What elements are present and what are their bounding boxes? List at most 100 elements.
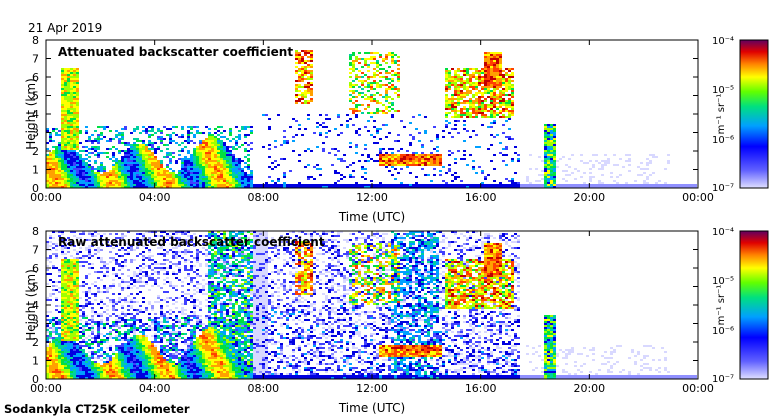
heatmap-cell — [73, 78, 76, 80]
heatmap-cell — [454, 184, 457, 186]
heatmap-cell — [253, 186, 256, 188]
heatmap-cell — [46, 148, 49, 150]
heatmap-cell — [484, 66, 487, 68]
heatmap-cell — [424, 116, 427, 118]
heatmap-cell — [511, 84, 514, 86]
heatmap-cell — [181, 172, 184, 174]
heatmap-cell — [226, 170, 229, 172]
heatmap-cell — [229, 146, 232, 148]
heatmap-cell — [214, 168, 217, 170]
heatmap-cell — [55, 255, 58, 257]
heatmap-cell — [76, 373, 79, 375]
heatmap-cell — [505, 82, 508, 84]
heatmap-cell — [118, 325, 121, 327]
heatmap-cell — [319, 132, 322, 134]
heatmap-cell — [487, 66, 490, 68]
heatmap-cell — [415, 156, 418, 158]
heatmap-cell — [127, 231, 130, 233]
heatmap-cell — [505, 80, 508, 82]
heatmap-cell — [61, 98, 64, 100]
heatmap-cell — [295, 90, 298, 92]
heatmap-cell — [118, 317, 121, 319]
heatmap-cell — [205, 162, 208, 164]
heatmap-cell — [352, 90, 355, 92]
heatmap-cell — [64, 259, 67, 261]
heatmap-cell — [58, 321, 61, 323]
heatmap-cell — [496, 96, 499, 98]
heatmap-cell — [235, 158, 238, 160]
heatmap-cell — [556, 186, 559, 188]
heatmap-cell — [397, 94, 400, 96]
heatmap-cell — [550, 168, 553, 170]
heatmap-cell — [454, 158, 457, 160]
heatmap-cell — [58, 144, 61, 146]
heatmap-cell — [295, 186, 298, 188]
heatmap-cell — [106, 377, 109, 379]
heatmap-cell — [298, 52, 301, 54]
heatmap-cell — [601, 164, 604, 166]
heatmap-cell — [511, 100, 514, 102]
heatmap-cell — [643, 184, 646, 186]
heatmap-cell — [52, 319, 55, 321]
heatmap-cell — [550, 152, 553, 154]
heatmap-cell — [232, 172, 235, 174]
heatmap-cell — [424, 174, 427, 176]
heatmap-cell — [94, 357, 97, 359]
heatmap-cell — [133, 315, 136, 317]
heatmap-cell — [487, 60, 490, 62]
heatmap-cell — [373, 160, 376, 162]
heatmap-cell — [511, 178, 514, 180]
heatmap-cell — [118, 265, 121, 267]
heatmap-cell — [178, 178, 181, 180]
heatmap-cell — [121, 164, 124, 166]
heatmap-cell — [94, 168, 97, 170]
heatmap-cell — [64, 281, 67, 283]
heatmap-cell — [571, 154, 574, 156]
heatmap-cell — [646, 164, 649, 166]
heatmap-cell — [241, 128, 244, 130]
heatmap-cell — [139, 176, 142, 178]
heatmap-cell — [79, 166, 82, 168]
heatmap-cell — [58, 367, 61, 369]
heatmap-cell — [181, 186, 184, 188]
heatmap-cell — [580, 176, 583, 178]
heatmap-cell — [355, 186, 358, 188]
heatmap-cell — [88, 297, 91, 299]
heatmap-cell — [70, 116, 73, 118]
heatmap-cell — [199, 142, 202, 144]
heatmap-cell — [232, 164, 235, 166]
heatmap-cell — [310, 100, 313, 102]
heatmap-cell — [415, 184, 418, 186]
heatmap-cell — [235, 170, 238, 172]
heatmap-cell — [211, 152, 214, 154]
heatmap-cell — [505, 178, 508, 180]
heatmap-cell — [70, 72, 73, 74]
heatmap-cell — [64, 371, 67, 373]
heatmap-cell — [67, 114, 70, 116]
heatmap-cell — [124, 365, 127, 367]
heatmap-cell — [55, 170, 58, 172]
heatmap-cell — [433, 160, 436, 162]
heatmap-cell — [214, 174, 217, 176]
heatmap-cell — [109, 285, 112, 287]
heatmap-cell — [298, 74, 301, 76]
heatmap-cell — [97, 156, 100, 158]
heatmap-cell — [550, 170, 553, 172]
heatmap-cell — [214, 152, 217, 154]
heatmap-cell — [214, 170, 217, 172]
heatmap-cell — [64, 327, 67, 329]
heatmap-cell — [91, 166, 94, 168]
heatmap-cell — [538, 184, 541, 186]
heatmap-cell — [469, 98, 472, 100]
heatmap-cell — [493, 168, 496, 170]
heatmap-cell — [46, 243, 49, 245]
heatmap-cell — [367, 186, 370, 188]
heatmap-cell — [511, 182, 514, 184]
heatmap-cell — [136, 154, 139, 156]
heatmap-cell — [601, 184, 604, 186]
heatmap-cell — [205, 182, 208, 184]
heatmap-cell — [76, 162, 79, 164]
heatmap-cell — [109, 245, 112, 247]
heatmap-cell — [166, 174, 169, 176]
